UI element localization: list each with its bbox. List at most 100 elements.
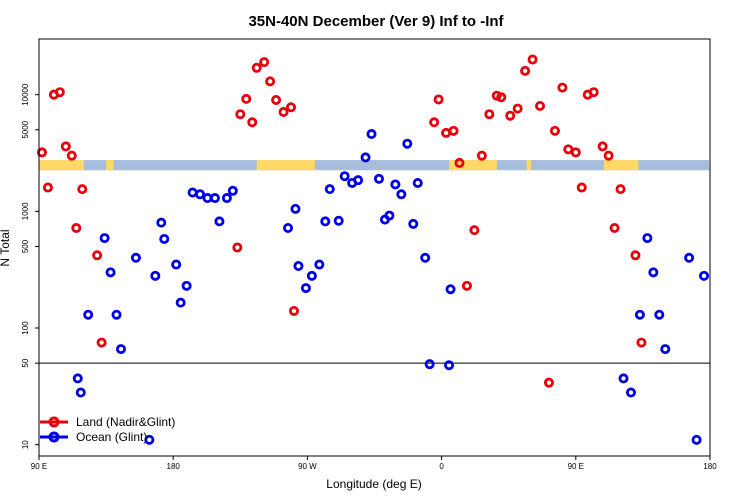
y-tick-label: 10000 — [21, 83, 30, 106]
y-axis-label: N Total — [0, 229, 12, 266]
land-point — [535, 100, 546, 111]
ocean-point — [283, 222, 294, 233]
x-axis-label: Longitude (deg E) — [326, 477, 421, 491]
ocean-point — [130, 252, 141, 263]
land-segment — [604, 160, 639, 171]
ocean-point — [699, 270, 710, 281]
x-tick-label: 180 — [167, 462, 181, 471]
ocean-point — [360, 152, 371, 163]
x-tick-label: 90 E — [568, 462, 584, 471]
ocean-point — [444, 360, 455, 371]
ocean-point — [642, 233, 653, 244]
ocean-point — [214, 216, 225, 227]
ocean-point — [324, 184, 335, 195]
ocean-point — [306, 270, 317, 281]
ocean-point — [634, 309, 645, 320]
ocean-point — [300, 283, 311, 294]
ocean-point — [159, 233, 170, 244]
ocean-point — [111, 309, 122, 320]
y-tick-label: 5000 — [21, 120, 30, 138]
land-point — [271, 95, 282, 106]
land-point — [520, 65, 531, 76]
ocean-point — [648, 267, 659, 278]
ocean-point — [75, 387, 86, 398]
land-point — [96, 337, 107, 348]
land-point — [429, 117, 440, 128]
ocean-point — [171, 259, 182, 270]
ocean-point — [625, 387, 636, 398]
ocean-point — [384, 210, 395, 221]
land-segment — [526, 160, 532, 171]
land-point — [92, 250, 103, 261]
y-axis: 10 50 100 500 1000 5000 10000 — [21, 83, 39, 449]
land-point — [247, 117, 258, 128]
land-point — [448, 125, 459, 136]
land-point — [615, 184, 626, 195]
land-point — [54, 87, 65, 98]
land-point — [484, 109, 495, 120]
ocean-point — [227, 185, 238, 196]
x-tick-label: 180 — [703, 462, 717, 471]
x-tick-label: 90 E — [31, 462, 47, 471]
land-point — [66, 150, 77, 161]
land-segment — [39, 160, 84, 171]
ocean-point — [420, 252, 431, 263]
land-point — [42, 182, 53, 193]
legend-marker-land — [48, 416, 60, 428]
ocean-point — [412, 177, 423, 188]
ocean-point — [99, 233, 110, 244]
data-points — [36, 54, 710, 445]
land-point — [77, 184, 88, 195]
ocean-point — [691, 434, 702, 445]
ocean-point — [445, 284, 456, 295]
land-point — [60, 141, 71, 152]
land-point — [543, 377, 554, 388]
ocean-point — [390, 179, 401, 190]
land-point — [469, 225, 480, 236]
ocean-point — [156, 217, 167, 228]
y-tick-label: 50 — [21, 358, 30, 367]
ocean-point — [402, 138, 413, 149]
land-segment — [256, 160, 315, 171]
land-point — [36, 147, 47, 158]
land-point — [454, 157, 465, 168]
land-point — [259, 57, 270, 68]
ocean-point — [175, 297, 186, 308]
land-ocean-strip — [39, 160, 709, 171]
ocean-point — [396, 189, 407, 200]
ocean-point — [195, 189, 206, 200]
land-point — [433, 94, 444, 105]
land-point — [636, 337, 647, 348]
ocean-point — [72, 373, 83, 384]
legend-label-ocean: Ocean (Glint) — [76, 430, 147, 444]
land-point — [512, 103, 523, 114]
ocean-point — [618, 373, 629, 384]
land-point — [278, 107, 289, 118]
land-point — [461, 280, 472, 291]
ocean-point — [150, 270, 161, 281]
ocean-point — [353, 175, 364, 186]
ocean-point — [209, 193, 220, 204]
land-segment — [449, 160, 497, 171]
land-point — [265, 76, 276, 87]
ocean-point — [116, 344, 127, 355]
land-point — [476, 150, 487, 161]
land-point — [232, 242, 243, 253]
ocean-point — [83, 309, 94, 320]
ocean-point — [373, 173, 384, 184]
land-point — [630, 250, 641, 261]
land-point — [603, 150, 614, 161]
land-point — [285, 102, 296, 113]
land-point — [251, 62, 262, 73]
ocean-point — [424, 359, 435, 370]
land-point — [241, 93, 252, 104]
x-tick-label: 0 — [439, 462, 444, 471]
land-point — [549, 125, 560, 136]
land-point — [570, 147, 581, 158]
ocean-point — [290, 203, 301, 214]
ocean-point — [293, 261, 304, 272]
ocean-point — [660, 344, 671, 355]
ocean-point — [314, 259, 325, 270]
y-tick-label: 1000 — [21, 202, 30, 220]
